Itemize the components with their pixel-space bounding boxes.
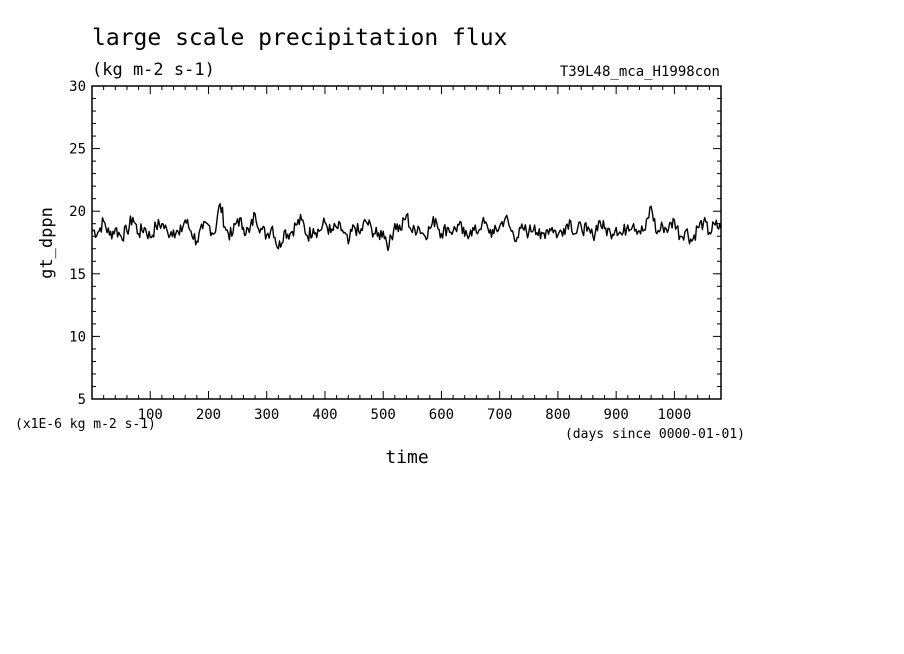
y-tick-label: 25: [69, 142, 86, 158]
y-tick-labels: 5 10 15 20 25 30: [69, 79, 86, 408]
y-tick-label: 5: [78, 392, 86, 408]
x-tick-label: 800: [545, 407, 570, 423]
y-axis-label: gt_dppn: [37, 207, 57, 279]
x-tick-label: 400: [312, 407, 337, 423]
y-tick-label: 30: [69, 79, 86, 95]
series-line: [91, 203, 722, 252]
x-tick-label: 600: [429, 407, 454, 423]
y-tick-label: 10: [69, 329, 86, 345]
run-label: T39L48_mca_H1998con: [560, 64, 720, 80]
x-tick-label: 900: [604, 407, 629, 423]
y-units-label: (x1E-6 kg m-2 s-1): [15, 417, 156, 432]
chart-subtitle: (kg m-2 s-1): [92, 60, 215, 80]
y-tick-label: 20: [69, 204, 86, 220]
x-tick-label: 200: [196, 407, 221, 423]
chart-title: large scale precipitation flux: [92, 25, 507, 51]
x-axis-label: time: [385, 447, 428, 468]
plot-frame: [91, 85, 722, 400]
x-tick-label: 300: [254, 407, 279, 423]
x-tick-labels: 100 200 300 400 500 600 700 800 900 1000: [138, 407, 692, 423]
x-units-label: (days since 0000-01-01): [565, 427, 745, 442]
x-tick-label: 700: [487, 407, 512, 423]
axis-ticks: [92, 86, 721, 399]
x-tick-label: 100: [138, 407, 163, 423]
x-tick-label: 1000: [658, 407, 692, 423]
x-tick-label: 500: [371, 407, 396, 423]
y-tick-label: 15: [69, 267, 86, 283]
